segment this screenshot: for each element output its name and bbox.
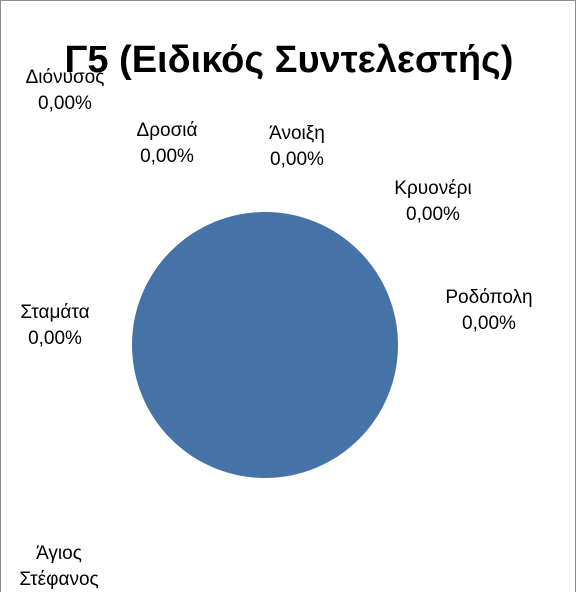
slice-label: Διόνυσος 0,00% (26, 65, 105, 117)
slice-label-name: Κρυονέρι (394, 178, 472, 199)
slice-label-name: Στέφανος (19, 569, 99, 590)
slice-label-name: Σταμάτα (20, 302, 90, 323)
slice-label-name: Δροσιά (136, 120, 198, 141)
chart-title: Γ5 (Ειδικός Συντελεστής) (64, 39, 514, 81)
slice-label-name: Ροδόπολη (445, 287, 533, 308)
slice-label-value: 0,00% (406, 204, 460, 225)
slice-label-value: 0,00% (38, 93, 92, 114)
slice-label: Άγιος Στέφανος (19, 541, 98, 593)
slice-label-value: 0,00% (28, 328, 82, 349)
pie-slice (132, 212, 398, 478)
slice-label-name: Άνοιξη (269, 123, 325, 144)
slice-label: Κρυονέρι 0,00% (394, 176, 471, 228)
slice-label: Άνοιξη 0,00% (269, 121, 325, 173)
slice-label: Ροδόπολη 0,00% (445, 285, 532, 337)
slice-label: Δροσιά 0,00% (137, 118, 198, 170)
slice-label-name: Διόνυσος (25, 67, 105, 88)
slice-label-value: 0,00% (140, 146, 194, 167)
slice-label-value: 0,00% (270, 149, 324, 170)
slice-label-name: Άγιος (36, 543, 82, 564)
slice-label: Σταμάτα 0,00% (20, 300, 89, 352)
slice-label-value: 0,00% (462, 313, 516, 334)
